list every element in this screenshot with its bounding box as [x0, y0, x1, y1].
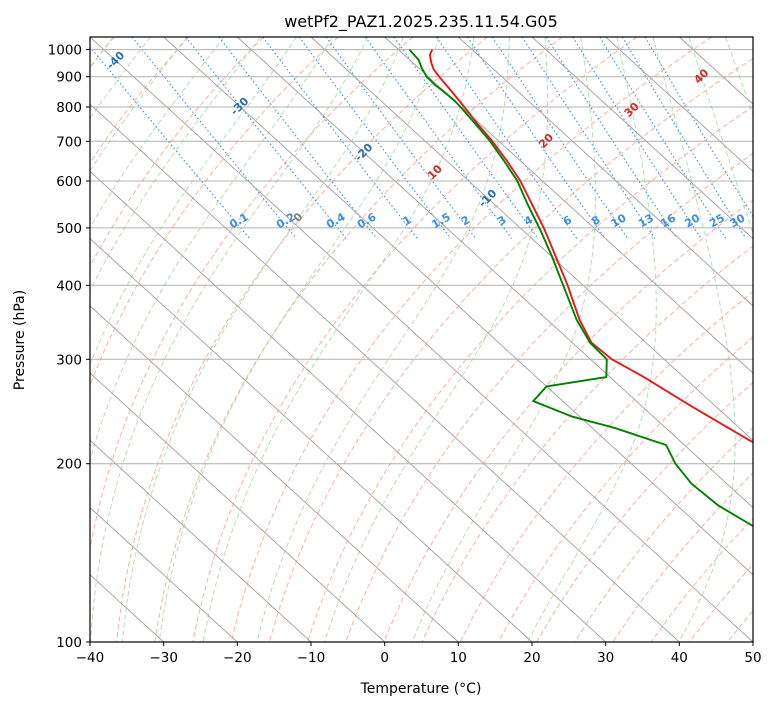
dry-adiabat-line [421, 245, 753, 642]
x-tick-label: 30 [597, 650, 614, 666]
moist-adiabat-line [324, 37, 549, 642]
y-tick-label: 400 [56, 278, 82, 294]
mixing-ratio-line [599, 37, 727, 239]
mixing-ratio-line [545, 37, 678, 239]
isotherm-line [752, 37, 753, 38]
isotherm-line [90, 37, 753, 642]
isotherm-line [531, 37, 753, 240]
dry-adiabat-line [536, 381, 753, 642]
dry-adiabat-line [90, 37, 414, 552]
y-tick-label: 900 [56, 70, 82, 86]
y-tick-label: 300 [56, 352, 82, 368]
dry-adiabat-line [497, 336, 753, 642]
dry-adiabat-line [116, 37, 488, 642]
moist-adiabat-line [158, 37, 439, 642]
dry-adiabat-line [268, 57, 753, 642]
x-tick-label: 0 [380, 650, 389, 666]
sounding-series [408, 48, 753, 528]
mixing-ratio-line [491, 37, 629, 239]
dewpoint-line [408, 48, 753, 528]
y-axis-label: Pressure (hPa) [12, 290, 28, 390]
isotherm-line [384, 37, 753, 374]
y-axis: 100 200 300 400 500 600 700 800 900 1000 [48, 43, 90, 651]
y-tick-label: 1000 [48, 43, 82, 59]
moist-adiabat-line [121, 37, 404, 642]
y-tick-label: 800 [56, 100, 82, 116]
dry-adiabat-line [90, 37, 264, 268]
mixing-ratio-lines [90, 37, 753, 239]
pressure-gridlines [90, 49, 753, 642]
isotherm-label: -50 [0, 2, 3, 25]
x-tick-label: −40 [76, 650, 105, 666]
y-tick-label: 100 [56, 635, 82, 651]
mixing-ratio-line [644, 37, 753, 218]
y-tick-label: 700 [56, 134, 82, 150]
isotherm-lines [90, 37, 753, 642]
temperature-line [428, 49, 753, 444]
isotherm-line [90, 506, 238, 642]
isotherm-line [90, 305, 459, 642]
x-tick-label: −30 [149, 650, 178, 666]
mixing-ratio-line [218, 37, 378, 239]
dry-adiabat-line [766, 37, 775, 642]
isotherm-line [163, 37, 753, 576]
y-tick-label: 200 [56, 457, 82, 473]
mixing-ratio-line [435, 37, 578, 239]
isotherm-line [236, 37, 753, 509]
mixing-ratio-line [521, 37, 656, 239]
moist-adiabat-line [202, 37, 475, 642]
x-tick-label: −10 [297, 650, 326, 666]
moist-adiabat-line [90, 37, 261, 292]
mixing-ratio-line [131, 37, 297, 239]
isotherm-line [90, 170, 607, 642]
moist-adiabat-line [411, 37, 596, 642]
isotherm-line [90, 103, 680, 642]
isotherm-line [90, 439, 312, 642]
x-tick-label: −20 [223, 650, 252, 666]
dry-adiabat-line [307, 105, 753, 642]
moist-adiabat-line [90, 37, 151, 120]
moist-adiabat-line [90, 37, 225, 229]
dry-adiabat-line [192, 37, 638, 642]
x-tick-label: 40 [671, 650, 688, 666]
moist-adiabat-line [90, 37, 297, 366]
y-tick-label: 500 [56, 221, 82, 237]
y-tick-label: 600 [56, 174, 82, 190]
mixing-ratio-line [621, 37, 747, 239]
isotherm-line [457, 37, 753, 307]
x-axis: −40 −30 −20 −10 0 10 20 30 40 50 [76, 642, 762, 666]
moist-adiabat-line [90, 37, 333, 462]
plot-frame [89, 36, 754, 643]
isotherm-line [605, 37, 753, 173]
moist-adiabat-line [725, 37, 753, 116]
moist-adiabat-line [688, 37, 753, 235]
moist-adiabat-line [256, 37, 510, 642]
mixing-ratio-line [364, 37, 512, 239]
moist-adiabat-line [652, 37, 736, 642]
mixing-ratio-line [467, 37, 606, 239]
isotherm-line [90, 372, 386, 642]
mixing-ratio-line [325, 37, 476, 239]
x-tick-label: 20 [523, 650, 540, 666]
chart-title: wetPf2_PAZ1.2025.235.11.54.G05 [284, 12, 558, 32]
isotherm-line [90, 238, 533, 642]
mixing-ratio-line [90, 46, 251, 239]
x-tick-label: 50 [744, 650, 761, 666]
dry-adiabat-line [154, 37, 563, 642]
mixing-ratio-line [572, 37, 702, 239]
isotherm-line [310, 37, 753, 441]
x-axis-label: Temperature (°C) [360, 681, 482, 697]
x-tick-label: 10 [450, 650, 467, 666]
